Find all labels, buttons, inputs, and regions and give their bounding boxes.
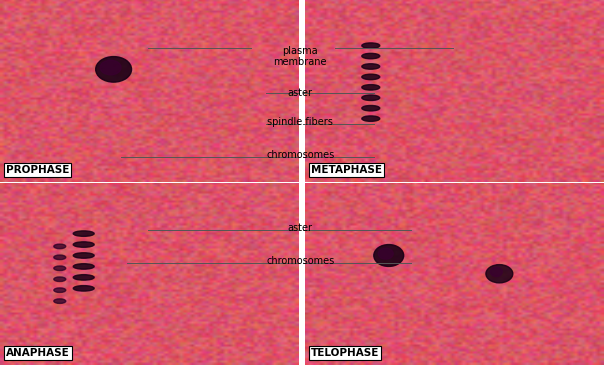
- Ellipse shape: [73, 264, 94, 269]
- Ellipse shape: [362, 95, 380, 100]
- Ellipse shape: [54, 299, 66, 303]
- Ellipse shape: [73, 285, 94, 291]
- Ellipse shape: [73, 253, 94, 258]
- Text: aster: aster: [288, 223, 313, 233]
- Ellipse shape: [378, 248, 393, 259]
- Text: TELOPHASE: TELOPHASE: [311, 348, 379, 358]
- Ellipse shape: [362, 43, 380, 49]
- Ellipse shape: [54, 255, 66, 260]
- Text: ANAPHASE: ANAPHASE: [6, 348, 69, 358]
- Ellipse shape: [73, 242, 94, 247]
- Ellipse shape: [362, 116, 380, 121]
- Ellipse shape: [362, 74, 380, 80]
- Text: plasma
membrane: plasma membrane: [274, 46, 327, 67]
- Text: METAPHASE: METAPHASE: [311, 165, 382, 175]
- Ellipse shape: [54, 244, 66, 249]
- Ellipse shape: [100, 60, 121, 75]
- Text: spindle fibers: spindle fibers: [267, 117, 333, 127]
- Ellipse shape: [374, 245, 403, 266]
- Ellipse shape: [54, 288, 66, 292]
- Ellipse shape: [54, 277, 66, 281]
- Ellipse shape: [362, 64, 380, 69]
- Ellipse shape: [486, 265, 513, 283]
- Ellipse shape: [362, 105, 380, 111]
- Text: aster: aster: [288, 88, 313, 98]
- Text: chromosomes: chromosomes: [266, 256, 334, 266]
- Ellipse shape: [54, 266, 66, 270]
- Ellipse shape: [73, 275, 94, 280]
- Text: chromosomes: chromosomes: [266, 150, 334, 160]
- Ellipse shape: [73, 231, 94, 237]
- Ellipse shape: [362, 85, 380, 90]
- Ellipse shape: [95, 57, 132, 82]
- Ellipse shape: [362, 53, 380, 59]
- Text: PROPHASE: PROPHASE: [6, 165, 69, 175]
- Ellipse shape: [490, 267, 503, 277]
